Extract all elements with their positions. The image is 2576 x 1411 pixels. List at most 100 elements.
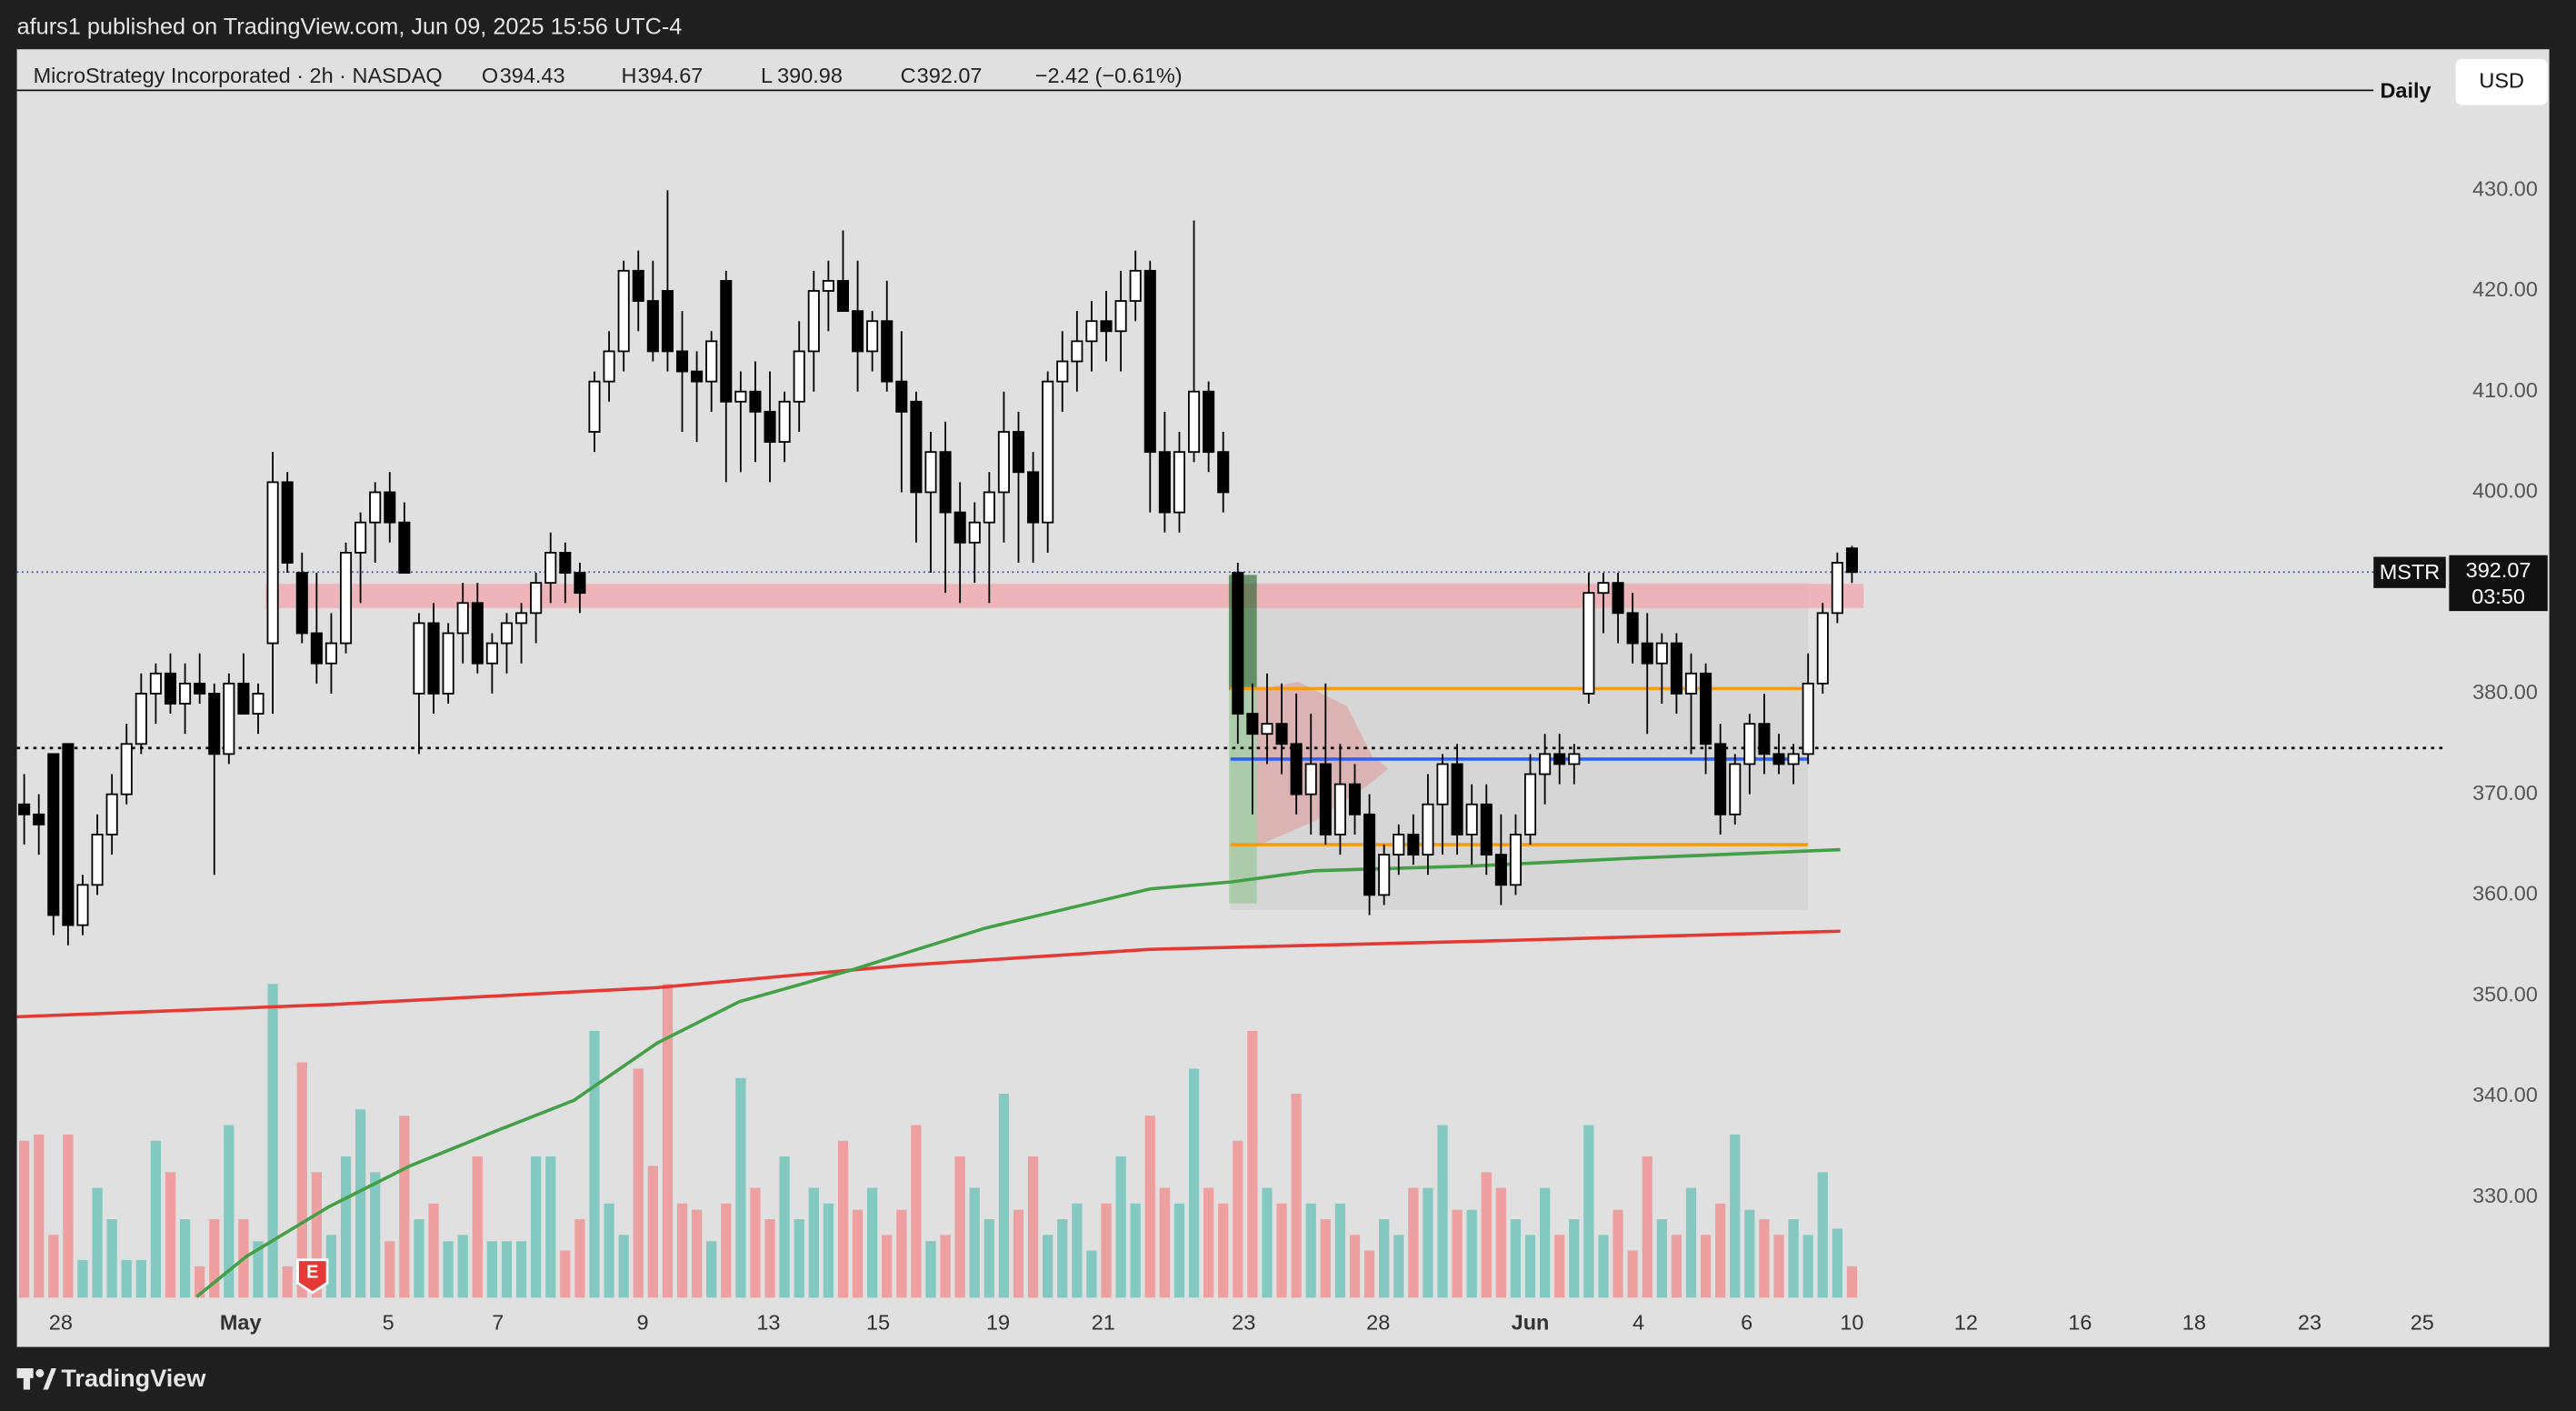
x-tick-label: 19 [986,1310,1010,1334]
volume-bar [867,1187,878,1298]
y-tick-label: 410.00 [2472,378,2538,402]
x-tick-label: 18 [2182,1310,2206,1334]
candle-body [208,693,221,756]
x-tick-label: 28 [49,1310,73,1334]
ohlc-value: 390.98 [777,64,843,87]
candle-body [1173,451,1185,514]
candle-body [1100,320,1113,333]
volume-bar [121,1259,132,1298]
volume-bar [983,1219,994,1298]
candle-body [836,279,850,313]
volume-bar [92,1187,103,1298]
volume-bar [560,1250,571,1298]
candle-body [530,582,543,615]
ohlc-key: O [482,64,498,87]
volume-bar [1802,1235,1813,1298]
candle-body [1217,451,1230,494]
candle-body [1655,642,1668,665]
volume-bar [750,1187,761,1298]
candle-body [398,521,411,574]
candle-body [1539,753,1552,776]
candle-body [895,380,908,413]
candle-body [1684,672,1698,695]
candle-body [62,743,75,926]
y-tick-label: 380.00 [2472,680,2538,704]
volume-bar [1685,1187,1697,1298]
candle-body [33,813,45,826]
candle-body [749,390,762,413]
volume-bar [589,1031,600,1298]
volume-bar [296,1062,307,1298]
volume-bar [676,1203,688,1298]
candle-body [881,320,894,383]
candle-body [764,410,776,443]
volume-bar [837,1140,849,1298]
volume-bar [195,1266,205,1298]
candle-body [500,622,514,645]
candle-body [252,693,265,715]
volume-bar [808,1187,819,1298]
volume-bar [501,1241,513,1298]
candle-body [559,551,572,574]
x-tick-label: 23 [2298,1310,2321,1334]
volume-bar [1276,1203,1287,1298]
candle-body [47,753,60,916]
volume-bar [1349,1235,1361,1298]
volume-bar [282,1266,293,1298]
volume-bar [1656,1219,1667,1298]
ohlc-legend: O 394.43 H 394.67 L 390.98 C 392.07 −2.42 (−0.61… [482,64,1183,87]
volume-bar [150,1140,162,1298]
volume-bar [1203,1187,1214,1298]
candle-body [1758,723,1771,756]
candle-body [164,672,177,705]
candle-body [939,451,952,514]
candle-body [120,743,133,796]
candle-body [910,400,923,494]
candle-body [237,682,250,715]
candle-body [807,290,820,353]
candle-body [471,602,484,665]
volume-bar [1173,1203,1185,1298]
candle-body [442,632,454,695]
x-tick-label: 10 [1840,1310,1863,1334]
candle-body [1188,390,1201,454]
volume-bar [1334,1203,1346,1298]
volume-bar [1642,1156,1652,1298]
volume-bar [954,1156,965,1298]
volume-bar [515,1241,527,1298]
candle-body [1071,340,1083,363]
last-price: 392.07 [2466,558,2531,582]
candle-body [91,834,104,886]
candle-body [194,682,206,695]
candle-body [384,491,396,524]
volume-bar [399,1116,410,1298]
volume-bar [414,1219,424,1298]
candle-body [1772,753,1785,766]
earnings-label[interactable]: E [306,1262,318,1282]
volume-bar [911,1125,922,1298]
volume-bar [1086,1250,1097,1298]
volume-bar [1423,1187,1433,1298]
candle-body [369,491,382,524]
volume-bar [545,1156,556,1298]
volume-bar [1057,1219,1068,1298]
ohlc-value: 394.43 [500,64,565,87]
candle-body [822,279,834,292]
y-tick-label: 430.00 [2472,176,2538,200]
candle-body [266,481,279,645]
currency[interactable]: USD [2479,69,2524,93]
ohlc-key: L [761,64,773,87]
candle-body [603,350,615,383]
volume-bar [1247,1031,1258,1298]
x-tick-label: 5 [383,1310,394,1334]
volume-bar [1452,1209,1463,1298]
currency-button[interactable] [2455,59,2548,105]
candle-body [983,491,995,524]
candle-body [1524,773,1537,836]
earnings-marker[interactable] [296,1258,329,1295]
candle-body [1275,723,1288,746]
volume-bar [1524,1235,1536,1298]
candle-body [997,431,1010,494]
volume-bar [1144,1116,1155,1298]
volume-bar [998,1094,1010,1298]
